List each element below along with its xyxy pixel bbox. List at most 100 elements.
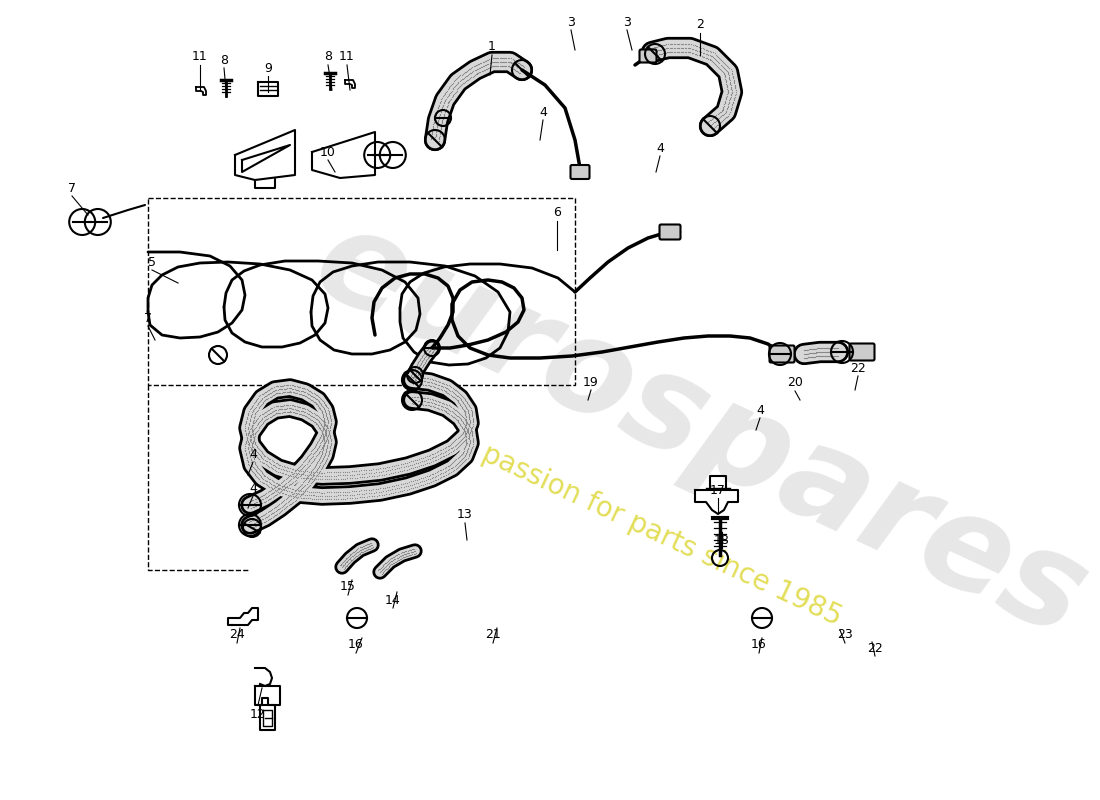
- Point: [441, 408, 459, 421]
- Point: [483, 60, 500, 73]
- Point: [311, 411, 329, 424]
- Point: [239, 409, 256, 422]
- Point: [278, 382, 296, 394]
- Point: [334, 469, 352, 482]
- Point: [300, 465, 318, 478]
- Point: [425, 117, 442, 130]
- Point: [360, 466, 377, 479]
- Point: [292, 459, 309, 472]
- Point: [336, 466, 353, 478]
- Point: [245, 410, 263, 422]
- Point: [257, 474, 275, 487]
- Point: [261, 460, 278, 473]
- Point: [443, 406, 461, 418]
- Point: [262, 481, 279, 494]
- Point: [429, 378, 447, 391]
- Point: [358, 541, 375, 554]
- Point: [293, 487, 310, 500]
- Point: [245, 432, 263, 445]
- Point: [396, 477, 414, 490]
- Point: [448, 453, 465, 466]
- Point: [297, 382, 315, 395]
- Point: [496, 52, 514, 65]
- Point: [725, 72, 742, 85]
- Point: [274, 466, 292, 479]
- Point: [321, 430, 339, 443]
- Point: [719, 85, 737, 98]
- Point: [301, 458, 319, 471]
- Point: [318, 428, 336, 441]
- Point: [289, 484, 307, 497]
- Point: [398, 463, 416, 476]
- Point: [246, 438, 264, 450]
- Point: [268, 386, 286, 399]
- Point: [307, 408, 324, 421]
- Point: [418, 349, 436, 362]
- Point: [240, 439, 257, 452]
- Point: [253, 513, 271, 526]
- Point: [267, 481, 285, 494]
- Point: [334, 559, 352, 572]
- Point: [437, 385, 454, 398]
- Point: [324, 466, 342, 478]
- Point: [715, 56, 733, 69]
- Point: [453, 422, 471, 434]
- Point: [400, 549, 418, 562]
- Point: [306, 472, 323, 485]
- Point: [318, 401, 336, 414]
- Point: [241, 423, 258, 436]
- Point: [429, 114, 447, 127]
- Point: [254, 456, 272, 469]
- Point: [260, 451, 277, 464]
- Point: [252, 420, 270, 433]
- Point: [439, 98, 456, 111]
- Point: [274, 484, 292, 497]
- Point: [245, 422, 263, 435]
- Point: [299, 461, 317, 474]
- Point: [672, 38, 690, 50]
- Point: [411, 398, 429, 410]
- Point: [320, 447, 338, 460]
- Point: [463, 405, 481, 418]
- Point: [822, 342, 839, 354]
- Point: [446, 412, 463, 425]
- Point: [418, 354, 436, 366]
- Point: [249, 418, 266, 430]
- Point: [320, 486, 338, 498]
- Point: [420, 470, 438, 482]
- Point: [446, 459, 463, 472]
- Point: [306, 452, 323, 465]
- Point: [310, 446, 328, 459]
- Point: [460, 406, 477, 418]
- Point: [309, 435, 327, 448]
- Point: [674, 46, 692, 58]
- Point: [277, 497, 295, 510]
- Point: [330, 492, 348, 505]
- Point: [310, 452, 328, 465]
- Point: [440, 379, 458, 392]
- Point: [261, 457, 278, 470]
- Point: [251, 396, 268, 409]
- Point: [724, 98, 741, 110]
- Point: [312, 443, 330, 456]
- Point: [808, 346, 826, 358]
- Point: [408, 358, 426, 371]
- Point: [685, 39, 703, 52]
- Point: [312, 462, 330, 474]
- Point: [358, 487, 375, 500]
- Point: [808, 342, 826, 354]
- Point: [495, 52, 513, 65]
- Point: [456, 419, 474, 432]
- Point: [268, 400, 286, 413]
- Point: [436, 96, 453, 109]
- Point: [405, 363, 422, 376]
- Point: [493, 56, 510, 69]
- Point: [321, 428, 339, 441]
- Point: [245, 497, 263, 510]
- Point: [406, 545, 424, 558]
- Point: [240, 458, 257, 470]
- Point: [459, 397, 476, 410]
- Point: [461, 416, 478, 429]
- Point: [284, 491, 301, 504]
- Point: [310, 466, 328, 479]
